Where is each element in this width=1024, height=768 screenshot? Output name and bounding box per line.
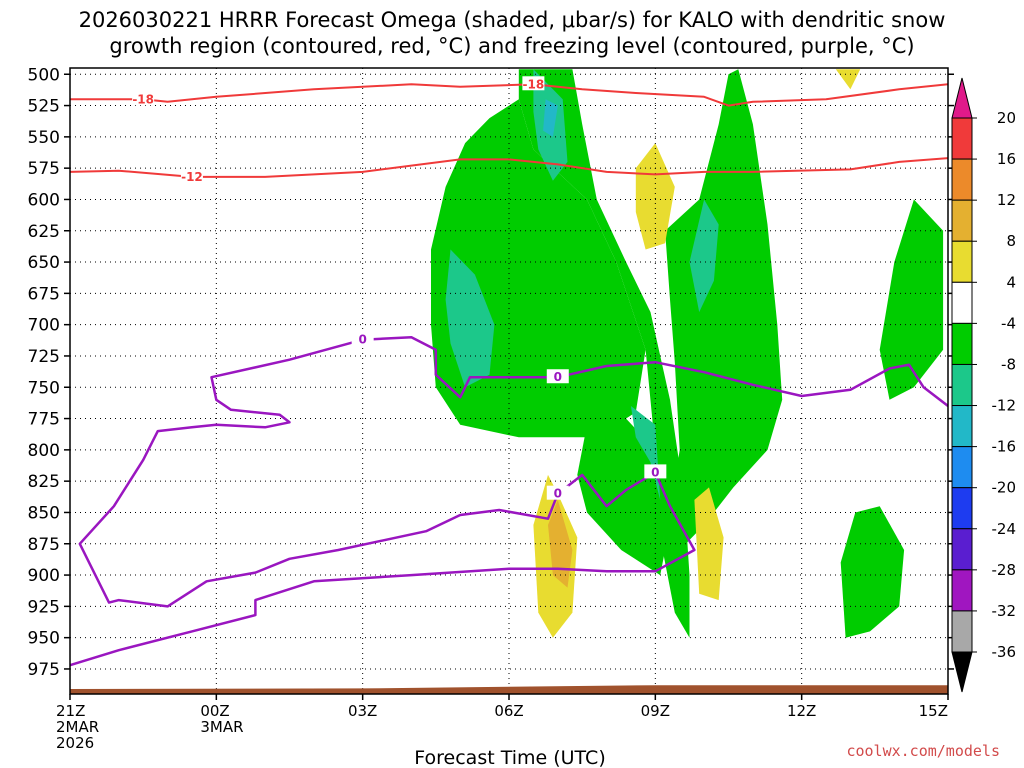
colorbar-label-8: 8	[1006, 232, 1016, 250]
dendritic-contour-label-bg	[522, 76, 545, 91]
y-tick-label-525: 525	[28, 97, 60, 117]
colorbar-label--12: -12	[992, 397, 1017, 415]
y-tick-label-975: 975	[28, 660, 60, 680]
x-tick-label-6-0: 03Z	[348, 702, 377, 720]
colorbar-segment-4	[951, 240, 973, 283]
colorbar-segment-7	[951, 363, 973, 407]
colorbar-label--16: -16	[992, 438, 1017, 456]
y-tick-label-950: 950	[28, 629, 60, 649]
colorbar-segment-13	[951, 610, 973, 653]
freezing-level-contour-label: 0	[554, 487, 562, 501]
y-tick-label-850: 850	[28, 503, 60, 523]
colorbar-label--36: -36	[992, 643, 1017, 661]
y-tick-label-575: 575	[28, 159, 60, 179]
colorbar-segment-8	[951, 405, 973, 448]
y-tick-label-725: 725	[28, 347, 60, 367]
dendritic-contour-0	[70, 83, 948, 107]
y-tick-label-600: 600	[28, 190, 60, 210]
dendritic-contour-label-bg	[132, 91, 155, 106]
dendritic-contour-label-bg	[180, 168, 203, 183]
colorbar-label--4: -4	[1001, 314, 1016, 332]
omega-region-ascent-lower-east	[840, 506, 905, 638]
dendritic-contour-label: -18	[523, 77, 545, 91]
y-tick-label-800: 800	[28, 441, 60, 461]
freezing-level-contour-label-bg	[546, 485, 569, 500]
x-axis-label: Forecast Time (UTC)	[414, 747, 605, 768]
omega-region-ascent-east-band	[665, 69, 783, 551]
colorbar-segment-2	[951, 158, 973, 201]
omega-region-descent-top-east	[835, 69, 861, 90]
colorbar-segment-12	[951, 569, 973, 612]
freezing-level-contour-label: 0	[651, 465, 659, 479]
colorbar-label-4: 4	[1006, 273, 1016, 291]
omega-region-descent-upper	[635, 143, 675, 250]
y-tick-label-675: 675	[28, 284, 60, 304]
omega-region-strong-ascent-west	[445, 249, 495, 388]
colorbar-segment-3	[951, 199, 973, 242]
chart-title-line-1: 2026030221 HRRR Forecast Omega (shaded, …	[79, 8, 946, 32]
axes: 500 525 550 575 600 625 650 675 700 725 750 775 800 8…	[28, 65, 954, 752]
plot-inner: -18 -18 -12 0 0 0 0	[70, 68, 948, 694]
colorbar: 20 16 12 8 4 -4 -8 -12 -16 -20 -24 -28 -32 -36	[951, 77, 1017, 693]
colorbar-segment-5	[951, 281, 973, 324]
y-tick-label-925: 925	[28, 597, 60, 617]
y-tick-label-550: 550	[28, 128, 60, 148]
colorbar-label-20: 20	[997, 109, 1016, 127]
y-tick-label-900: 900	[28, 566, 60, 586]
freezing-level-contour-label-bg	[351, 331, 374, 346]
credit-text[interactable]: coolwx.com/models	[846, 742, 1000, 760]
y-tick-label-650: 650	[28, 253, 60, 273]
x-tick-label-3-1: 3MAR	[200, 718, 243, 736]
chart-title-line-2: growth region (contoured, red, °C) and f…	[109, 34, 914, 58]
ground-terrain	[70, 685, 948, 694]
colorbar-label--20: -20	[992, 479, 1017, 497]
colorbar-label--24: -24	[992, 520, 1017, 538]
colorbar-label-16: 16	[997, 150, 1016, 168]
x-tick-label-0-2: 2026	[56, 734, 94, 752]
x-tick-label-3-0: 00Z	[200, 702, 229, 720]
omega-region-strongest-ascent	[543, 99, 558, 137]
dendritic-contour-1	[70, 157, 948, 178]
y-tick-label-500: 500	[28, 65, 60, 85]
freezing-level-contour-label-bg	[644, 464, 667, 479]
colorbar-segment-1	[951, 117, 973, 160]
colorbar-segment-10	[951, 487, 973, 530]
y-tick-label-775: 775	[28, 410, 60, 430]
x-tick-label-9-0: 06Z	[494, 702, 523, 720]
colorbar-label--28: -28	[992, 561, 1017, 579]
freezing-level-contour-label: 0	[358, 333, 366, 347]
omega-region-descent-lower-east	[694, 487, 724, 601]
colorbar-segment-11	[951, 528, 973, 571]
y-tick-label-700: 700	[28, 316, 60, 336]
omega-region-strong-ascent-mid	[689, 199, 719, 313]
colorbar-label-12: 12	[997, 191, 1016, 209]
colorbar-segment-9	[951, 446, 973, 489]
x-tick-label-0-0: 21Z	[56, 702, 85, 720]
colorbar-segment-6	[951, 322, 973, 365]
dendritic-contour-label: -18	[132, 92, 154, 106]
colorbar-bottom-arrow	[951, 651, 973, 693]
y-tick-label-750: 750	[28, 378, 60, 398]
y-tick-label-825: 825	[28, 472, 60, 492]
freezing-level-contour-label-bg	[546, 369, 569, 384]
x-tick-label-12-0: 09Z	[641, 702, 670, 720]
x-tick-label-0-1: 2MAR	[56, 718, 99, 736]
colorbar-label--8: -8	[1001, 355, 1016, 373]
dendritic-contour-label: -12	[181, 170, 203, 184]
y-tick-label-875: 875	[28, 535, 60, 555]
plot-area: -18 -18 -12 0 0 0 0	[70, 68, 948, 694]
omega-region-ascent-lower	[577, 418, 670, 576]
x-tick-label-15-0: 12Z	[787, 702, 816, 720]
x-tick-label-18-0: 15Z	[919, 702, 948, 720]
y-tick-label-625: 625	[28, 222, 60, 242]
omega-region-strong-ascent-lower	[630, 406, 661, 500]
colorbar-label--32: -32	[992, 602, 1017, 620]
freezing-level-contour-label: 0	[554, 370, 562, 384]
omega-region-ascent-far-east	[879, 199, 944, 400]
